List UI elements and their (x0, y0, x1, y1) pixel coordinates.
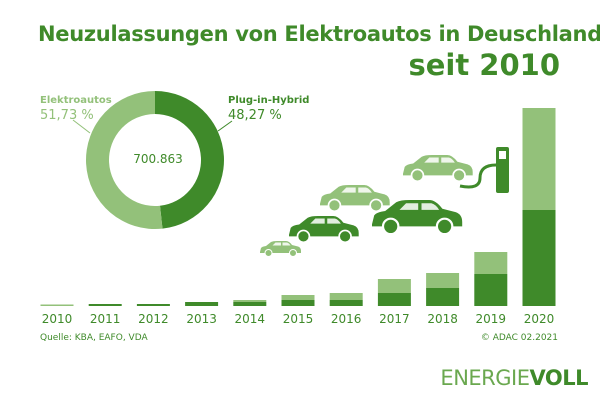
bar-2013-series-1 (185, 302, 219, 306)
bar-2020-series-1 (522, 210, 556, 306)
car-icon-sedan-light (320, 185, 390, 213)
source-note: Quelle: KBA, EAFO, VDA (40, 333, 148, 343)
x-tick-label-2016: 2016 (330, 312, 362, 326)
x-tick-label-2010: 2010 (41, 312, 73, 326)
plug-in-hybrid-percent: 48,27 % (228, 108, 282, 123)
legend-elektroautos: Elektroautos (40, 95, 112, 106)
x-tick-label-2013: 2013 (186, 312, 217, 326)
donut-segment-plug-in-hybrid (155, 91, 224, 229)
bar-2019-series-1 (474, 274, 508, 306)
brand-logo: ENERGIEVOLL (440, 366, 588, 390)
phev-leader-line (217, 120, 233, 132)
copyright-note: © ADAC 02.2021 (480, 333, 558, 343)
bar-2016-series-1 (329, 300, 363, 306)
elektroautos-percent: 51,73 % (40, 108, 94, 123)
x-tick-label-2015: 2015 (282, 312, 314, 326)
car-icon-sports (289, 216, 359, 244)
x-tick-label-2011: 2011 (89, 312, 121, 326)
x-tick-label-2019: 2019 (475, 312, 507, 326)
x-tick-label-2014: 2014 (234, 312, 266, 326)
elektro-leader-line (72, 119, 91, 134)
bar-2012-series-1 (136, 304, 170, 306)
x-tick-label-2020: 2020 (523, 312, 555, 326)
bar-2015-series-2 (281, 295, 315, 300)
donut-chart (85, 91, 224, 229)
brand-light: ENERGIE (440, 366, 530, 390)
chart-subtitle: seit 2010 (408, 48, 560, 82)
brand-bold: VOLL (529, 366, 589, 390)
legend-plug-in-hybrid: Plug-in-Hybrid (228, 95, 310, 106)
charging-station-icon (459, 147, 509, 193)
bar-2015-series-1 (281, 300, 315, 306)
bars (40, 108, 556, 306)
bar-2016-series-2 (329, 293, 363, 300)
bar-2018-series-1 (426, 288, 460, 306)
bar-2020-series-2 (522, 108, 556, 210)
bar-2018-series-2 (426, 273, 460, 288)
chart-title: Neuzulassungen von Elektroautos in Deusc… (38, 22, 600, 46)
bar-2011-series-1 (88, 304, 122, 306)
x-tick-label-2012: 2012 (138, 312, 169, 326)
car-icon-hatchback (372, 200, 463, 236)
bar-2017-series-2 (377, 279, 411, 293)
bar-2014-series-1 (233, 302, 267, 306)
donut-total: 700.863 (133, 152, 183, 166)
x-tick-label-2018: 2018 (427, 312, 458, 326)
bar-2019-series-2 (474, 252, 508, 274)
bar-2017-series-1 (377, 293, 411, 306)
car-illustrations (260, 147, 509, 257)
bar-2010-series-2 (40, 304, 74, 306)
x-tick-label-2017: 2017 (379, 312, 410, 326)
bar-2014-series-2 (233, 300, 267, 302)
donut-segment-elektroautos (85, 91, 163, 229)
car-icon-charging (403, 155, 473, 183)
car-icon-small (260, 241, 301, 257)
